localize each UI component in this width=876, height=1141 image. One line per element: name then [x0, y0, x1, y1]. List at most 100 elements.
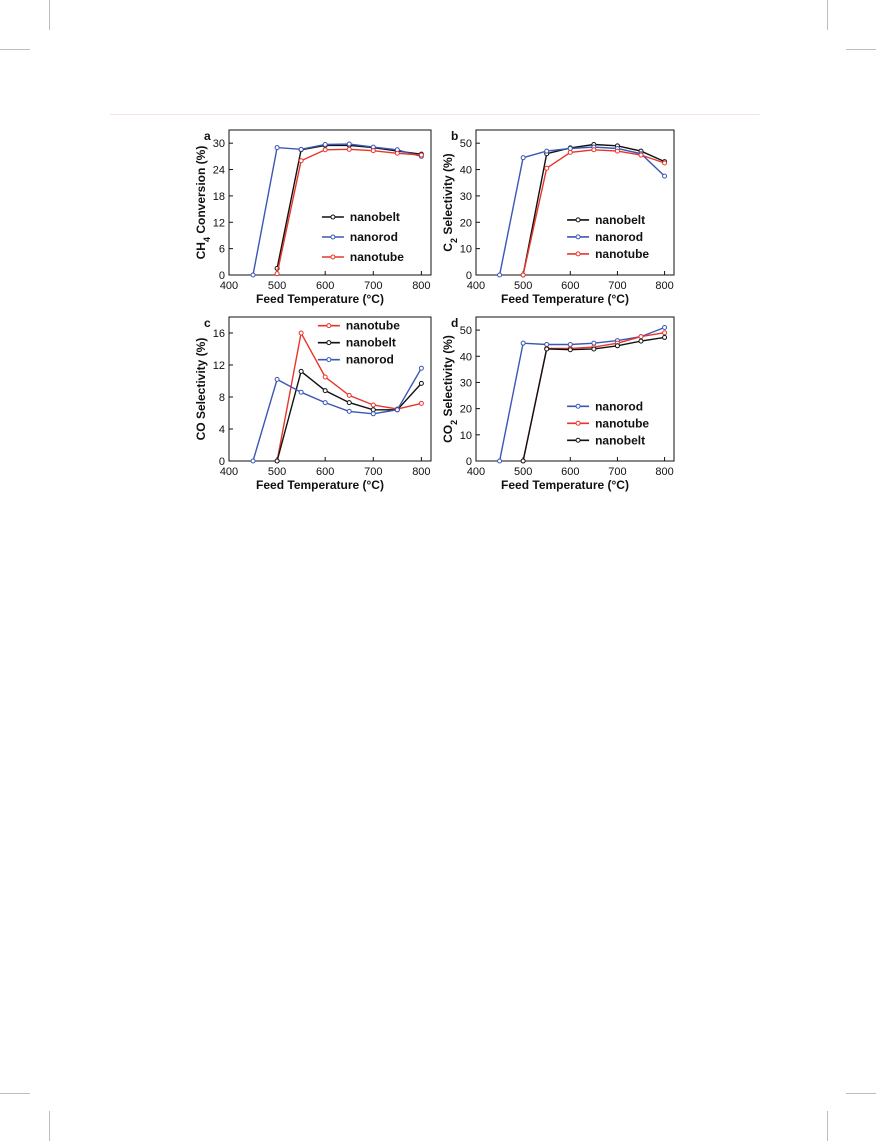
x-tick-label: 400	[220, 466, 238, 478]
y-tick-label: 12	[213, 217, 225, 229]
crop-mark	[846, 1093, 876, 1094]
y-tick-label: 30	[460, 191, 472, 203]
x-tick-label: 600	[316, 280, 334, 292]
data-point-nanobelt	[662, 334, 668, 340]
data-point-nanorod	[298, 146, 304, 152]
series-line-nanobelt	[276, 370, 422, 462]
data-point-nanobelt	[418, 380, 424, 386]
data-point-nanorod	[497, 272, 503, 278]
series-line-nanorod	[252, 367, 423, 462]
y-tick-label: 8	[219, 392, 225, 404]
data-point-nanorod	[274, 376, 280, 382]
x-axis-title: Feed Temperature (°C)	[256, 292, 384, 306]
x-axis-title: Feed Temperature (°C)	[501, 292, 629, 306]
data-point-nanobelt	[567, 347, 573, 353]
y-tick-label: 0	[219, 456, 225, 468]
panel-letter: a	[204, 129, 211, 143]
data-point-nanorod	[662, 173, 668, 179]
data-point-nanobelt	[274, 458, 280, 464]
data-point-nanobelt	[638, 338, 644, 344]
y-tick-label: 0	[219, 270, 225, 282]
legend-label-nanorod: nanorod	[595, 230, 643, 244]
x-tick-label: 800	[655, 466, 673, 478]
data-point-nanotube	[520, 272, 526, 278]
x-tick-label: 600	[561, 280, 579, 292]
x-tick-label: 500	[514, 466, 532, 478]
plot-frame	[475, 316, 675, 462]
plot-frame	[228, 129, 432, 276]
data-point-nanorod	[418, 365, 424, 371]
data-point-nanotube	[322, 374, 328, 380]
data-point-nanorod	[544, 148, 550, 154]
y-axis-title: C2 Selectivity (%)	[441, 153, 459, 251]
data-point-nanorod	[520, 340, 526, 346]
legend-label-nanobelt: nanobelt	[346, 336, 396, 350]
data-point-nanotube	[346, 392, 352, 398]
legend-label-nanobelt: nanobelt	[350, 210, 400, 224]
page-header-rule	[110, 114, 760, 115]
crop-mark	[49, 1111, 50, 1141]
data-point-nanotube	[322, 147, 328, 153]
legend-marker-nanobelt	[330, 214, 336, 220]
series-line-nanorod	[498, 146, 666, 276]
data-point-nanorod	[567, 145, 573, 151]
legend-label-nanobelt: nanobelt	[595, 213, 645, 227]
x-tick-label: 500	[268, 280, 286, 292]
legend-marker-nanobelt	[575, 437, 581, 443]
data-point-nanorod	[567, 341, 573, 347]
x-tick-label: 600	[561, 466, 579, 478]
legend-marker-nanorod	[575, 403, 581, 409]
data-point-nanorod	[274, 145, 280, 151]
data-point-nanorod	[250, 458, 256, 464]
data-point-nanotube	[370, 402, 376, 408]
data-point-nanorod	[298, 389, 304, 395]
x-axis-title: Feed Temperature (°C)	[256, 478, 384, 492]
x-tick-label: 700	[364, 280, 382, 292]
y-axis-title-part: CH	[194, 242, 208, 259]
y-axis-title: CO Selectivity (%)	[194, 338, 208, 441]
data-point-nanorod	[520, 155, 526, 161]
data-point-nanorod	[370, 411, 376, 417]
data-point-nanotube	[346, 146, 352, 152]
data-point-nanorod	[591, 340, 597, 346]
data-point-nanobelt	[591, 346, 597, 352]
data-point-nanotube	[298, 330, 304, 336]
crop-mark	[827, 0, 828, 30]
y-tick-label: 24	[213, 165, 225, 177]
legend-marker-nanorod	[575, 234, 581, 240]
x-tick-label: 400	[467, 280, 485, 292]
panel-letter: b	[451, 129, 458, 143]
x-tick-label: 700	[608, 280, 626, 292]
data-point-nanobelt	[520, 458, 526, 464]
data-point-nanorod	[346, 141, 352, 147]
x-tick-label: 800	[655, 280, 673, 292]
data-point-nanorod	[322, 400, 328, 406]
legend-label-nanotube: nanotube	[595, 247, 649, 261]
chart-panel-d: 400 500 600 700 800 0 10 20 30 40 50d Feed Temperat…	[441, 316, 675, 492]
legend-label-nanorod: nanorod	[346, 353, 394, 367]
y-tick-label: 30	[460, 377, 472, 389]
y-axis-title-subscript: 4	[202, 237, 212, 242]
y-axis-title-part: CO	[441, 425, 455, 443]
data-point-nanotube	[638, 334, 644, 340]
crop-mark	[827, 1111, 828, 1141]
y-axis-title: CO2 Selectivity (%)	[441, 335, 459, 443]
x-tick-label: 500	[268, 466, 286, 478]
data-point-nanotube	[591, 147, 597, 153]
x-axis-title: Feed Temperature (°C)	[501, 478, 629, 492]
x-tick-label: 700	[364, 466, 382, 478]
legend-marker-nanotube	[575, 251, 581, 257]
y-axis-title: CH4 Conversion (%)	[194, 146, 212, 260]
y-tick-label: 30	[213, 138, 225, 150]
data-point-nanotube	[662, 330, 668, 336]
data-point-nanobelt	[544, 346, 550, 352]
data-point-nanobelt	[322, 388, 328, 394]
y-tick-label: 0	[466, 456, 472, 468]
chart-panel-b: 400 500 600 700 800 0 10 20 30 40 50b Feed Temperat…	[441, 129, 675, 306]
y-tick-label: 40	[460, 351, 472, 363]
data-point-nanotube	[567, 149, 573, 155]
data-point-nanotube	[298, 158, 304, 164]
data-point-nanorod	[497, 458, 503, 464]
legend-marker-nanotube	[330, 254, 336, 260]
legend-marker-nanorod	[330, 234, 336, 240]
